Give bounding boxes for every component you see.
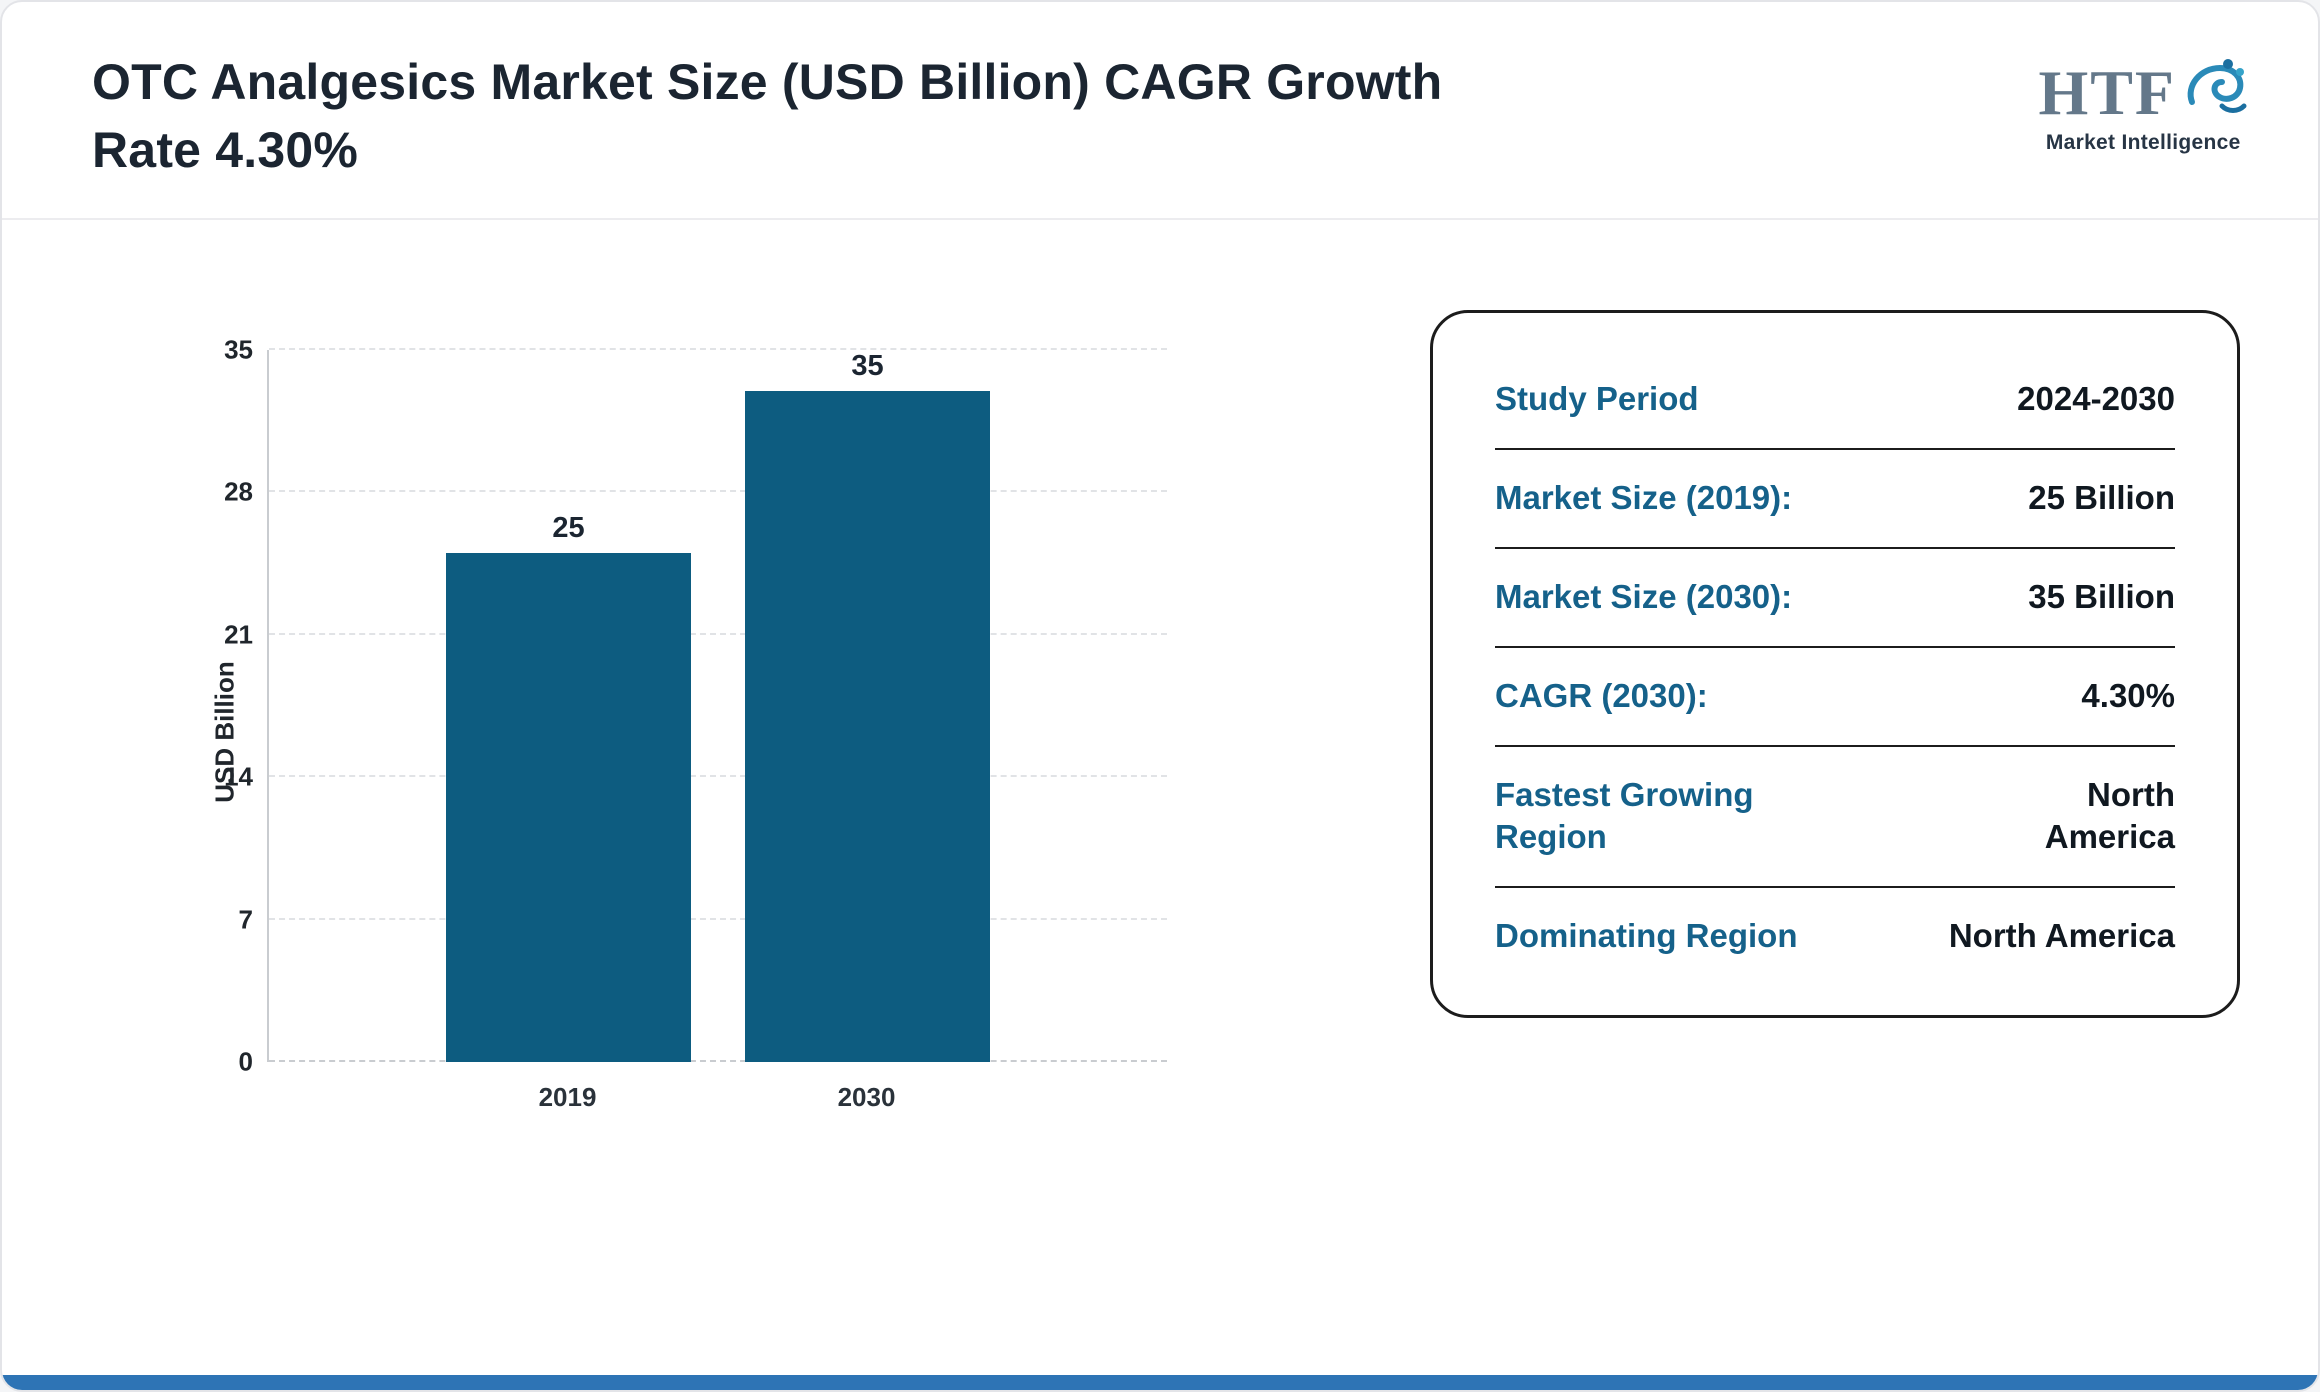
gridline <box>269 490 1167 493</box>
y-tick-label: 35 <box>224 334 253 365</box>
chart-plot: 0 7 14 21 28 35 25 35 <box>224 335 1167 1077</box>
info-row: Market Size (2030): 35 Billion <box>1495 549 2175 648</box>
info-row-value: North America <box>1948 917 2175 955</box>
y-tick-label: 7 <box>238 904 253 935</box>
bar-column: 25 <box>446 350 691 1062</box>
bar-column: 35 <box>745 350 990 1062</box>
content: USD Billion 0 7 14 21 28 35 25 35 2019 2030 Stud… <box>2 220 2318 1390</box>
info-row-value: 35 Billion <box>2028 577 2175 615</box>
y-tick-label: 0 <box>238 1046 253 1077</box>
bar <box>745 391 990 1062</box>
info-row-value: 25 Billion <box>2028 478 2175 516</box>
info-row-label: Market Size (2030): <box>1495 577 1793 615</box>
info-row: CAGR (2030): 4.30% <box>1495 648 2175 747</box>
htf-logo: HTF Market Intelligence <box>2038 56 2248 155</box>
info-row-label: Fastest Growing Region <box>1495 775 1754 856</box>
gridline <box>269 632 1167 635</box>
info-row: Dominating Region North America <box>1495 888 2175 985</box>
x-tick-label: 2019 <box>538 1082 597 1112</box>
bar <box>446 553 691 1062</box>
header: OTC Analgesics Market Size (USD Billion)… <box>2 2 2318 220</box>
htf-logo-text: HTF <box>2038 57 2176 128</box>
summary-panel: Study Period 2024-2030 Market Size (2019):… <box>1430 310 2240 1019</box>
gridline <box>269 348 1167 350</box>
y-tick-label: 14 <box>224 761 253 792</box>
info-row-label: CAGR (2030): <box>1495 676 1708 714</box>
info-row-label: Dominating Region <box>1495 917 1798 955</box>
info-row-value: 4.30% <box>2081 676 2175 714</box>
bar-value-label: 35 <box>851 350 884 382</box>
info-row-label: Study Period <box>1495 380 1699 417</box>
htf-swirl-icon <box>2182 56 2248 125</box>
gridline <box>269 917 1167 920</box>
bar-chart: USD Billion 0 7 14 21 28 35 25 35 2019 2030 <box>172 335 1167 1113</box>
info-row: Study Period 2024-2030 <box>1495 351 2175 450</box>
footer-accent-bar <box>2 1375 2318 1390</box>
info-row: Market Size (2019): 25 Billion <box>1495 450 2175 549</box>
x-tick-label: 2030 <box>837 1082 896 1112</box>
info-row-label: Market Size (2019): <box>1495 478 1793 516</box>
info-row-value: 2024-2030 <box>2017 380 2175 417</box>
gridline <box>269 1060 1167 1062</box>
y-tick-label: 21 <box>224 619 253 650</box>
bars: 25 35 <box>269 350 1167 1062</box>
info-row: Fastest Growing Region North America <box>1495 747 2175 889</box>
y-tick-label: 28 <box>224 476 253 507</box>
htf-logo-subtext: Market Intelligence <box>2045 131 2241 154</box>
page-title: OTC Analgesics Market Size (USD Billion)… <box>92 54 1443 178</box>
info-row-value: North America <box>2044 775 2175 856</box>
x-axis-labels: 2019 2030 <box>267 1082 1167 1113</box>
bar-value-label: 25 <box>552 512 585 545</box>
gridline <box>269 775 1167 778</box>
